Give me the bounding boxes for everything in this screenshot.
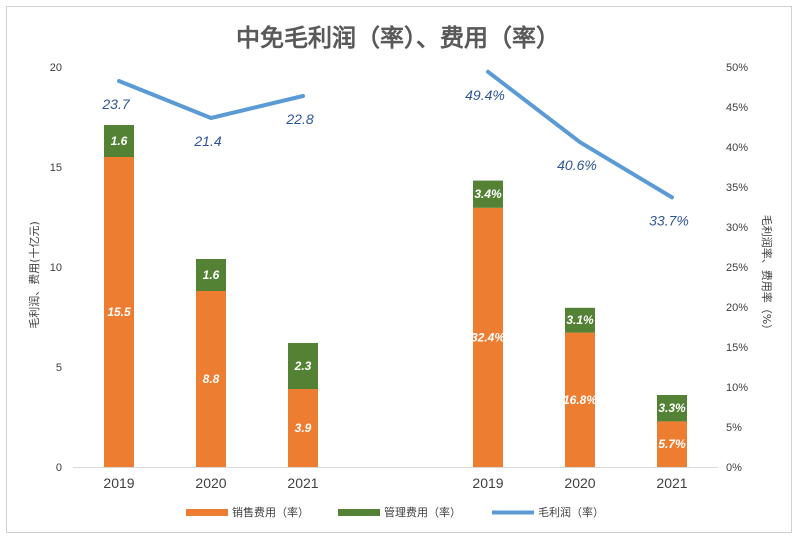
- right-y-tick-label: 50%: [726, 62, 748, 74]
- right-y-tick-label: 15%: [726, 342, 748, 354]
- legend-label-admin-expense: 管理费用（率）: [384, 505, 461, 519]
- right-y-tick-label: 35%: [726, 182, 748, 194]
- chart-title: 中免毛利润（率）、费用（率）: [236, 24, 560, 52]
- legend-label-gross-profit: 毛利润（率）: [538, 505, 604, 519]
- x-tick-label: 2021: [287, 475, 318, 491]
- admin-expense-bar: [104, 125, 134, 157]
- legend-swatch-admin-expense: [338, 509, 380, 516]
- left-y-tick-label: 5: [56, 362, 62, 374]
- sales-expense-label: 3.9: [295, 421, 312, 435]
- admin-expense-bar: [565, 307, 595, 333]
- x-tick-label: 2019: [103, 475, 134, 491]
- x-tick-label: 2020: [195, 475, 226, 491]
- gross-profit-label: 40.6%: [557, 157, 597, 173]
- admin-expense-bar: [288, 343, 318, 389]
- admin-expense-bar: [196, 259, 226, 291]
- legend-swatch-sales-expense: [186, 509, 228, 516]
- admin-expense-label: 3.1%: [566, 313, 594, 327]
- admin-expense-label: 1.6: [111, 134, 128, 148]
- gross-profit-line: [486, 69, 674, 200]
- admin-expense-bar: [473, 180, 503, 208]
- right-y-tick-label: 20%: [726, 302, 748, 314]
- right-y-tick-label: 40%: [726, 142, 748, 154]
- admin-expense-label: 3.3%: [658, 401, 686, 415]
- legend-label-sales-expense: 销售费用（率）: [232, 505, 309, 519]
- right-y-tick-label: 45%: [726, 102, 748, 114]
- left-y-tick-label: 15: [50, 162, 62, 174]
- gross-profit-label: 22.8: [285, 111, 313, 127]
- sales-expense-label: 16.8%: [563, 393, 597, 407]
- x-tick-label: 2020: [564, 475, 595, 491]
- right-y-tick-label: 5%: [726, 422, 742, 434]
- sales-expense-bar: [657, 421, 687, 467]
- left-y-tick-label: 20: [50, 62, 62, 74]
- gross-profit-line: [117, 79, 305, 120]
- sales-expense-bar: [196, 291, 226, 467]
- sales-expense-bar: [288, 389, 318, 467]
- x-tick-label: 2019: [472, 475, 503, 491]
- right-y-tick-label: 30%: [726, 222, 748, 234]
- sales-expense-label: 15.5: [107, 305, 131, 319]
- right-y-tick-label: 25%: [726, 262, 748, 274]
- gross-profit-label: 21.4: [193, 133, 221, 149]
- left-y-tick-label: 10: [50, 262, 62, 274]
- admin-expense-label: 3.4%: [474, 187, 502, 201]
- sales-expense-label: 8.8: [203, 372, 220, 386]
- gross-profit-label: 23.7: [101, 96, 130, 112]
- admin-expense-label: 1.6: [203, 268, 220, 282]
- gross-profit-label: 33.7%: [649, 212, 689, 228]
- admin-expense-bar: [657, 395, 687, 422]
- gross-profit-label: 49.4%: [465, 87, 505, 103]
- left-y-tick-label: 0: [56, 462, 62, 474]
- right-y-tick-label: 10%: [726, 382, 748, 394]
- x-tick-label: 2021: [656, 475, 687, 491]
- legend: 销售费用（率） 管理费用（率） 毛利润（率）: [186, 505, 604, 519]
- right-axis-title: 毛利润率、费用率（%）: [760, 215, 774, 335]
- sales-expense-bar: [565, 332, 595, 467]
- sales-expense-bar: [473, 207, 503, 468]
- left-axis-title: 毛利润、费用(十亿元): [27, 221, 41, 329]
- sales-expense-bar: [104, 157, 134, 467]
- sales-expense-label: 32.4%: [471, 330, 505, 344]
- admin-expense-label: 2.3: [294, 359, 312, 373]
- right-y-tick-label: 0%: [726, 462, 742, 474]
- sales-expense-label: 5.7%: [658, 437, 686, 451]
